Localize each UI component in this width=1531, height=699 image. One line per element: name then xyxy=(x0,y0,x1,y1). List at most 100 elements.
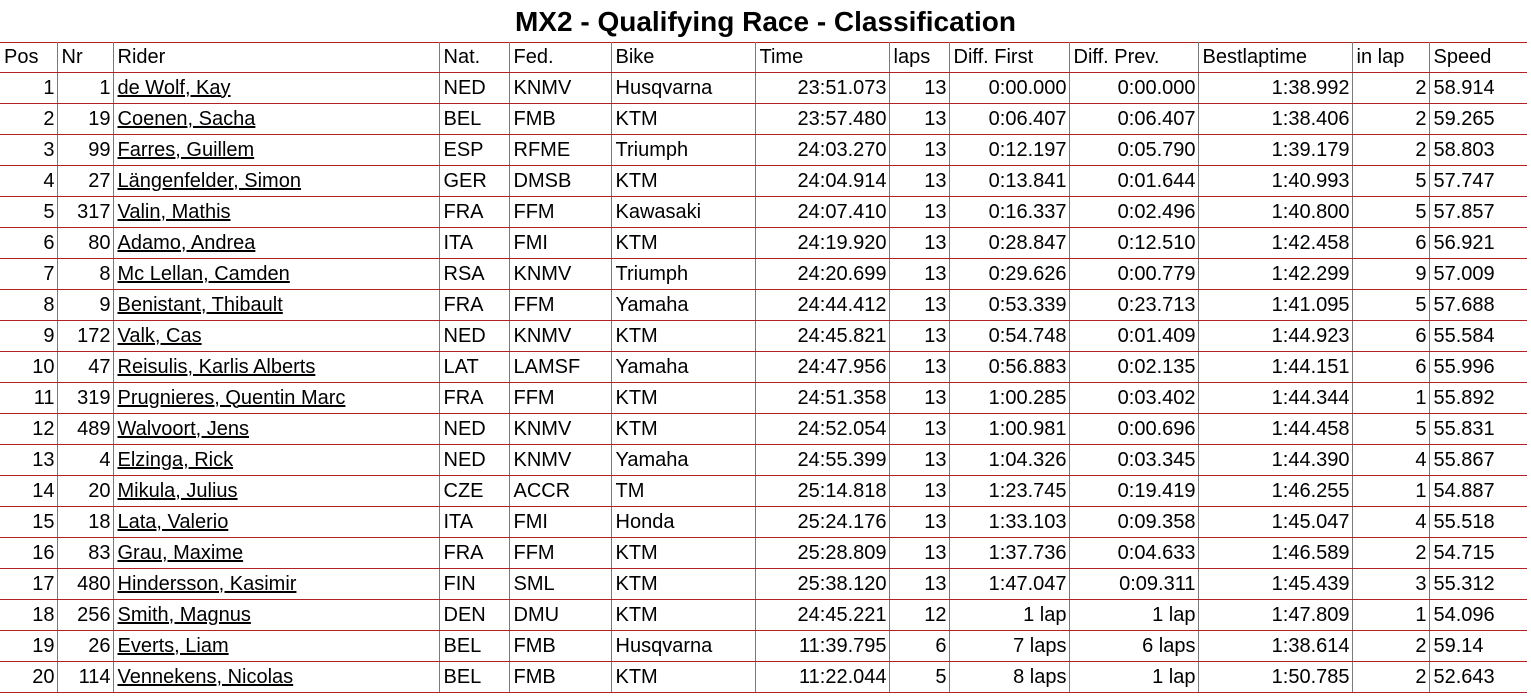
number-cell: 4 xyxy=(57,444,114,476)
rider-link[interactable]: Valin, Mathis xyxy=(117,200,231,223)
in-lap-cell: 5 xyxy=(1352,413,1430,445)
bestlaptime-cell: 1:42.458 xyxy=(1198,227,1353,259)
number-cell: 480 xyxy=(57,568,114,600)
rider-link[interactable]: Mikula, Julius xyxy=(117,479,238,502)
speed-cell: 54.887 xyxy=(1429,475,1527,507)
bike-cell: KTM xyxy=(611,599,756,631)
bestlaptime-cell: 1:38.992 xyxy=(1198,72,1353,104)
rider-cell: Benistant, Thibault xyxy=(113,289,440,321)
time-cell: 11:22.044 xyxy=(755,661,890,693)
rider-link[interactable]: Smith, Magnus xyxy=(117,603,251,626)
nationality-cell: CZE xyxy=(439,475,510,507)
diff-prev-cell: 1 lap xyxy=(1069,661,1199,693)
federation-cell: FFM xyxy=(509,537,612,569)
time-cell: 25:38.120 xyxy=(755,568,890,600)
rider-link[interactable]: Walvoort, Jens xyxy=(117,417,250,440)
federation-cell: KNMV xyxy=(509,258,612,290)
pos-cell: 11 xyxy=(0,382,58,414)
table-row: 7 8 Mc Lellan, Camden RSA KNMV Triumph 24:20.6… xyxy=(0,258,1527,290)
bestlaptime-cell: 1:44.151 xyxy=(1198,351,1353,383)
bike-cell: Kawasaki xyxy=(611,196,756,228)
in-lap-cell: 1 xyxy=(1352,382,1430,414)
rider-link[interactable]: Coenen, Sacha xyxy=(117,107,256,130)
bestlaptime-cell: 1:47.809 xyxy=(1198,599,1353,631)
federation-cell: LAMSF xyxy=(509,351,612,383)
diff-prev-cell: 1 lap xyxy=(1069,599,1199,631)
rider-link[interactable]: Hindersson, Kasimir xyxy=(117,572,297,595)
nationality-cell: GER xyxy=(439,165,510,197)
rider-cell: Adamo, Andrea xyxy=(113,227,440,259)
diff-first-cell: 0:12.197 xyxy=(949,134,1070,166)
federation-cell: FMB xyxy=(509,630,612,662)
rider-link[interactable]: Elzinga, Rick xyxy=(117,448,234,471)
rider-link[interactable]: Mc Lellan, Camden xyxy=(117,262,290,285)
number-cell: 114 xyxy=(57,661,114,693)
federation-cell: KNMV xyxy=(509,72,612,104)
in-lap-cell: 2 xyxy=(1352,630,1430,662)
rider-link[interactable]: Everts, Liam xyxy=(117,634,229,657)
federation-cell: KNMV xyxy=(509,320,612,352)
time-cell: 24:44.412 xyxy=(755,289,890,321)
speed-cell: 54.096 xyxy=(1429,599,1527,631)
diff-first-cell: 0:13.841 xyxy=(949,165,1070,197)
diff-prev-cell: 0:06.407 xyxy=(1069,103,1199,135)
pos-cell: 17 xyxy=(0,568,58,600)
pos-cell: 2 xyxy=(0,103,58,135)
rider-link[interactable]: Benistant, Thibault xyxy=(117,293,283,316)
table-row: 5 317 Valin, Mathis FRA FFM Kawasaki 24:07.410… xyxy=(0,196,1527,228)
rider-link[interactable]: Valk, Cas xyxy=(117,324,202,347)
diff-first-cell: 1:00.285 xyxy=(949,382,1070,414)
in-lap-cell: 6 xyxy=(1352,320,1430,352)
laps-cell: 13 xyxy=(889,289,950,321)
speed-cell: 55.584 xyxy=(1429,320,1527,352)
diff-prev-cell: 0:00.779 xyxy=(1069,258,1199,290)
diff-first-cell: 1:23.745 xyxy=(949,475,1070,507)
pos-cell: 12 xyxy=(0,413,58,445)
rider-link[interactable]: Lata, Valerio xyxy=(117,510,229,533)
number-cell: 256 xyxy=(57,599,114,631)
rider-cell: Reisulis, Karlis Alberts xyxy=(113,351,440,383)
laps-cell: 13 xyxy=(889,320,950,352)
bike-cell: KTM xyxy=(611,103,756,135)
rider-link[interactable]: Farres, Guillem xyxy=(117,138,255,161)
in-lap-cell: 4 xyxy=(1352,506,1430,538)
bestlaptime-cell: 1:38.406 xyxy=(1198,103,1353,135)
col-header-diff-prev: Diff. Prev. xyxy=(1069,42,1199,73)
rider-link[interactable]: Grau, Maxime xyxy=(117,541,244,564)
bike-cell: KTM xyxy=(611,537,756,569)
time-cell: 23:57.480 xyxy=(755,103,890,135)
bestlaptime-cell: 1:44.344 xyxy=(1198,382,1353,414)
rider-cell: Elzinga, Rick xyxy=(113,444,440,476)
col-header-in-lap: in lap xyxy=(1352,42,1430,73)
diff-first-cell: 0:29.626 xyxy=(949,258,1070,290)
bestlaptime-cell: 1:46.589 xyxy=(1198,537,1353,569)
rider-link[interactable]: de Wolf, Kay xyxy=(117,76,231,99)
rider-link[interactable]: Vennekens, Nicolas xyxy=(117,665,294,688)
laps-cell: 13 xyxy=(889,258,950,290)
rider-link[interactable]: Adamo, Andrea xyxy=(117,231,256,254)
time-cell: 25:28.809 xyxy=(755,537,890,569)
nationality-cell: BEL xyxy=(439,630,510,662)
federation-cell: KNMV xyxy=(509,444,612,476)
table-row: 13 4 Elzinga, Rick NED KNMV Yamaha 24:55.399 13… xyxy=(0,444,1527,476)
rider-link[interactable]: Reisulis, Karlis Alberts xyxy=(117,355,316,378)
speed-cell: 55.867 xyxy=(1429,444,1527,476)
bestlaptime-cell: 1:45.047 xyxy=(1198,506,1353,538)
table-body: 1 1 de Wolf, Kay NED KNMV Husqvarna 23:51.073 1… xyxy=(0,72,1527,693)
diff-first-cell: 1:37.736 xyxy=(949,537,1070,569)
in-lap-cell: 5 xyxy=(1352,196,1430,228)
table-row: 6 80 Adamo, Andrea ITA FMI KTM 24:19.920 13 0:28… xyxy=(0,227,1527,259)
rider-cell: Längenfelder, Simon xyxy=(113,165,440,197)
number-cell: 317 xyxy=(57,196,114,228)
laps-cell: 13 xyxy=(889,475,950,507)
rider-cell: Mc Lellan, Camden xyxy=(113,258,440,290)
rider-link[interactable]: Längenfelder, Simon xyxy=(117,169,301,192)
time-cell: 23:51.073 xyxy=(755,72,890,104)
bestlaptime-cell: 1:46.255 xyxy=(1198,475,1353,507)
pos-cell: 4 xyxy=(0,165,58,197)
table-row: 20 114 Vennekens, Nicolas BEL FMB KTM 11:22.04… xyxy=(0,661,1527,693)
nationality-cell: FIN xyxy=(439,568,510,600)
speed-cell: 58.803 xyxy=(1429,134,1527,166)
rider-link[interactable]: Prugnieres, Quentin Marc xyxy=(117,386,346,409)
rider-cell: Valk, Cas xyxy=(113,320,440,352)
